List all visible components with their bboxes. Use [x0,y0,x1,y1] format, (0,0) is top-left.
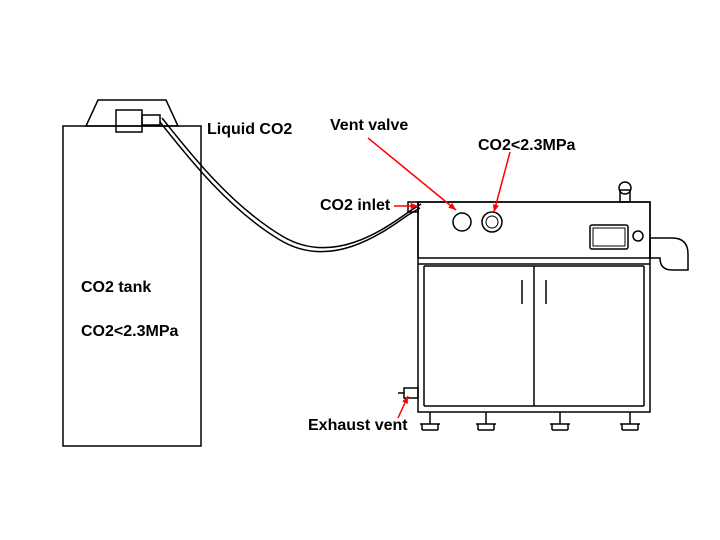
machine-pressure-label: CO2<2.3MPa [478,137,575,154]
tank-label: CO2 tank [81,279,151,296]
co2-inlet-label: CO2 inlet [320,197,391,214]
vent-valve-label: Vent valve [330,117,408,134]
tank-pressure-label: CO2<2.3MPa [81,323,178,340]
liquid-co2-label: Liquid CO2 [207,121,292,138]
exhaust-vent-label: Exhaust vent [308,417,408,434]
